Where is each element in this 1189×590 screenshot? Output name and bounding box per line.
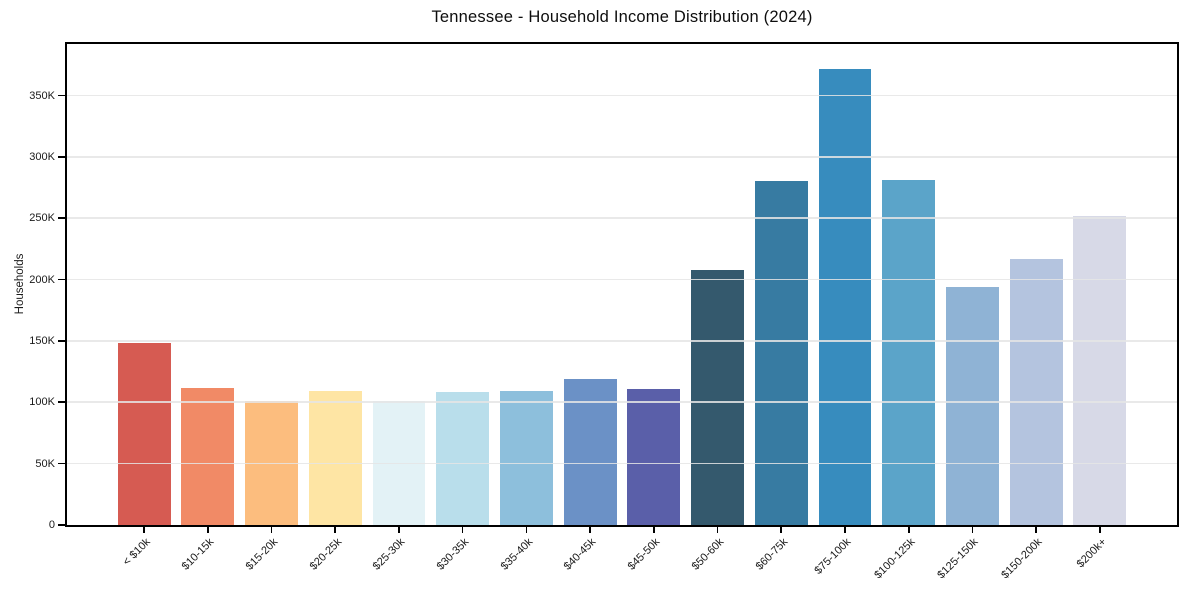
x-tick-mark [143, 527, 145, 533]
y-tick-label: 0 [48, 519, 55, 531]
bar-200k [1073, 215, 1127, 525]
chart-title: Tennessee - Household Income Distributio… [431, 8, 813, 26]
y-tick-mark [58, 524, 65, 526]
y-tick-mark [58, 217, 65, 220]
gridline [67, 217, 1177, 220]
y-tick-mark [58, 462, 65, 465]
x-tick-mark [1035, 527, 1037, 533]
y-tick-mark [58, 156, 65, 158]
bar-125-150k [946, 286, 999, 525]
x-tick-mark [780, 527, 783, 533]
x-tick-label: < $10k [120, 536, 153, 569]
gridline [67, 94, 1177, 97]
bar-30-35k [436, 392, 490, 525]
x-tick-mark [334, 527, 337, 533]
gridline [67, 462, 1177, 465]
x-tick-mark [971, 527, 974, 533]
y-tick-label: 250K [29, 212, 55, 225]
bar-40-45k [563, 378, 617, 525]
x-tick-label: $75-100k [812, 536, 854, 577]
y-tick-label: 300K [29, 150, 55, 163]
bar-100-125k [882, 180, 936, 525]
y-tick-label: 200K [29, 273, 55, 286]
bar-75-100k [818, 68, 872, 525]
x-tick-label: $35-40k [498, 536, 535, 573]
x-tick-mark [907, 527, 910, 533]
x-tick-label: $150-200k [999, 536, 1045, 582]
x-tick-label: $30-35k [434, 536, 472, 573]
x-tick-mark [207, 527, 209, 533]
x-tick-label: $10-15k [179, 536, 217, 573]
gridline [67, 340, 1177, 342]
y-tick-mark [58, 278, 65, 281]
gridline [67, 278, 1177, 281]
bar-45-50k [627, 388, 681, 525]
y-tick-label: 350K [29, 89, 55, 102]
x-tick-mark [653, 527, 655, 533]
bar-35-40k [499, 391, 553, 525]
x-tick-mark [589, 527, 591, 533]
x-tick-mark [461, 527, 464, 533]
x-tick-label: $15-20k [243, 536, 281, 573]
x-tick-mark [844, 527, 846, 533]
x-tick-label: $100-125k [871, 536, 918, 582]
x-tick-mark [716, 527, 719, 533]
gridline [67, 401, 1177, 404]
x-tick-label: $40-45k [562, 536, 599, 573]
gridline [67, 156, 1177, 158]
bar-10k [117, 343, 171, 525]
x-tick-mark [1099, 527, 1101, 533]
bar-20-25k [308, 391, 362, 525]
x-tick-mark [270, 527, 273, 533]
bar-60-75k [754, 181, 808, 525]
x-tick-mark [525, 527, 528, 533]
y-tick-label: 50K [35, 457, 55, 470]
y-tick-label: 100K [29, 396, 55, 409]
y-tick-mark [58, 94, 65, 97]
y-tick-label: 150K [29, 334, 55, 347]
x-tick-label: $60-75k [753, 536, 790, 573]
x-tick-label: $200k+ [1074, 536, 1109, 571]
y-tick-mark [58, 340, 65, 342]
x-tick-label: $45-50k [625, 536, 663, 573]
x-tick-label: $125-150k [935, 536, 981, 582]
x-tick-label: $50-60k [689, 536, 727, 573]
x-tick-label: $25-30k [370, 536, 408, 573]
bar-50-60k [691, 269, 744, 525]
bar-10-15k [181, 387, 235, 525]
x-tick-mark [398, 527, 400, 533]
x-tick-label: $20-25k [307, 536, 344, 573]
plot-area [65, 42, 1179, 527]
bar-150-200k [1009, 258, 1063, 525]
y-tick-mark [58, 401, 65, 404]
